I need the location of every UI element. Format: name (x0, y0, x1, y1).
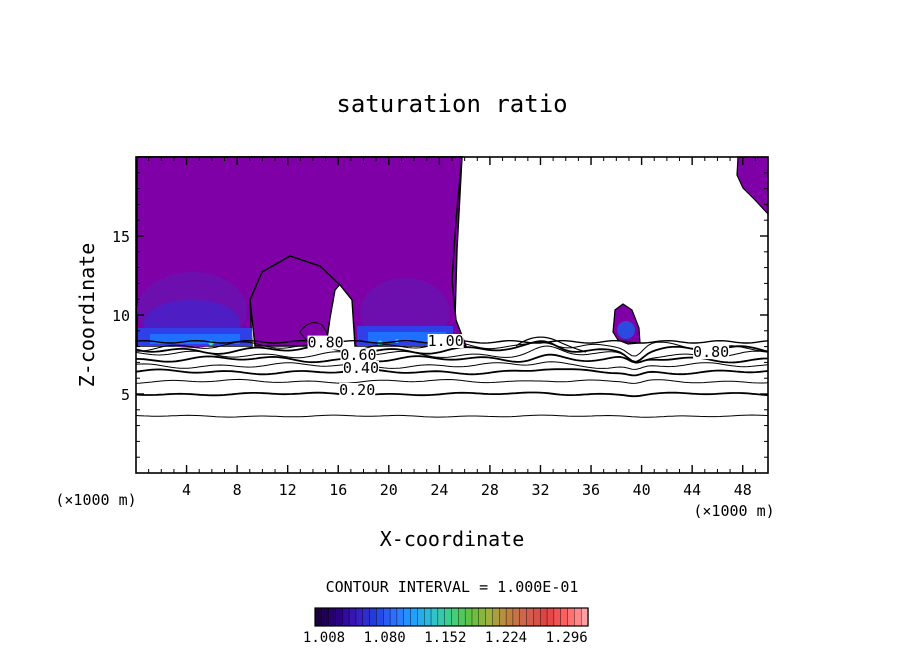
contour-line (135, 345, 769, 364)
contour-line (135, 361, 769, 370)
colorbar-segment (471, 607, 480, 627)
contour-label: 0.80 (308, 334, 344, 352)
colorbar-segment (328, 607, 337, 627)
colorbar-segment (348, 607, 357, 627)
colorbar-tick-label: 1.008 (303, 630, 345, 646)
colorbar-segment (553, 607, 562, 627)
contour-line (135, 414, 769, 418)
x-tick-label: 12 (279, 481, 297, 499)
colorbar-segment (574, 607, 582, 627)
colorbar-segment (314, 607, 323, 627)
x-tick-label: 36 (582, 481, 600, 499)
colorbar-segment (342, 607, 350, 627)
colorbar-segment (444, 607, 453, 627)
colorbar-segment (321, 607, 330, 627)
colorbar-tick-label: 1.296 (546, 630, 588, 646)
colorbar-segment (437, 607, 446, 627)
colorbar (314, 607, 589, 627)
y-axis-title: Z-coordinate (75, 243, 99, 388)
contour-label-bg (427, 334, 464, 349)
colorbar-segment (424, 607, 432, 627)
colorbar-segment (376, 607, 384, 627)
contour-line (135, 391, 769, 398)
core-mid-base-bright (368, 332, 446, 342)
contour-label: 0.20 (339, 381, 375, 399)
contour-label-bg (307, 335, 344, 350)
contour-label-bg (339, 383, 376, 397)
colorbar-tick-label: 1.152 (424, 630, 466, 646)
x-tick-label: 20 (380, 481, 398, 499)
contour-label: 0.60 (340, 346, 376, 364)
colorbar-segment (355, 607, 364, 627)
y-ticks: 5 10 15 (112, 172, 768, 458)
colorbar-segment (485, 607, 494, 627)
x-tick-label: 44 (683, 481, 701, 499)
contour-label-bg (693, 345, 730, 360)
colorbar-segment (389, 607, 398, 627)
x-axis-title: X-coordinate (380, 527, 525, 551)
x-tick-label: 8 (233, 481, 242, 499)
contour-line (135, 378, 769, 384)
x-tick-label: 4 (182, 481, 191, 499)
colorbar-segment (478, 607, 487, 627)
contour-label: 0.40 (343, 359, 379, 377)
x-tick-label: 32 (531, 481, 549, 499)
y-tick-label: 5 (121, 386, 130, 404)
colorbar-segment (362, 607, 371, 627)
x-tick-label: 16 (329, 481, 347, 499)
x-tick-label: 40 (633, 481, 651, 499)
y-tick-label: 10 (112, 307, 130, 325)
contour-label: 0.80 (693, 343, 729, 361)
colorbar-segment (519, 607, 528, 627)
colorbar-segment (335, 607, 343, 627)
colorbar-segment (430, 607, 439, 627)
x-tick-label: 48 (734, 481, 752, 499)
colorbar-segment (512, 607, 521, 627)
colorbar-segment (505, 607, 514, 627)
saturation-cores (137, 272, 635, 348)
colorbar-segment (458, 607, 466, 627)
colorbar-segment (546, 607, 555, 627)
chart-title: saturation ratio (336, 90, 567, 118)
colorbar-tick-labels: 1.008 1.080 1.152 1.224 1.296 (303, 630, 588, 646)
x-tick-label: 24 (430, 481, 448, 499)
colorbar-segment (396, 607, 405, 627)
colorbar-segment (417, 607, 425, 627)
contour-label-bg (342, 360, 379, 375)
colorbar-segment (383, 607, 391, 627)
core-left-base-bright (150, 334, 240, 344)
colorbar-tick-label: 1.224 (485, 630, 527, 646)
colorbar-tick-label: 1.080 (364, 630, 406, 646)
colorbar-segment (403, 607, 412, 627)
colorbar-segment (526, 607, 535, 627)
contour-labels: 0.800.600.400.201.000.80 (308, 332, 730, 399)
x-unit-label-right: (×1000 m) (693, 502, 774, 520)
contour-bump (515, 336, 587, 353)
colorbar-segment (533, 607, 541, 627)
colorbar-segment (410, 607, 418, 627)
colorbar-segment (567, 607, 575, 627)
contour-label: 1.00 (428, 332, 464, 350)
colorbar-segment (369, 607, 378, 627)
x-tick-label: 28 (481, 481, 499, 499)
contour-line (135, 368, 769, 377)
y-tick-label: 15 (112, 228, 130, 246)
x-unit-label-left: (×1000 m) (55, 491, 136, 509)
contour-line (135, 353, 768, 364)
colorbar-segment (451, 607, 459, 627)
colorbar-frame (314, 607, 589, 627)
colorbar-segment (580, 607, 589, 627)
colorbar-segment (464, 607, 473, 627)
x-ticks: 4 8 12 16 20 24 28 32 36 40 44 48 (148, 157, 756, 499)
colorbar-segment (499, 607, 507, 627)
colorbar-segment (492, 607, 500, 627)
cloud-region-top-right (736, 156, 769, 216)
core-small (617, 321, 635, 339)
colorbar-segment (560, 607, 569, 627)
colorbar-segment (540, 607, 548, 627)
contour-line (135, 340, 769, 363)
contour-interval-text: CONTOUR INTERVAL = 1.000E-01 (326, 578, 579, 596)
contour-label-bg (340, 348, 377, 363)
